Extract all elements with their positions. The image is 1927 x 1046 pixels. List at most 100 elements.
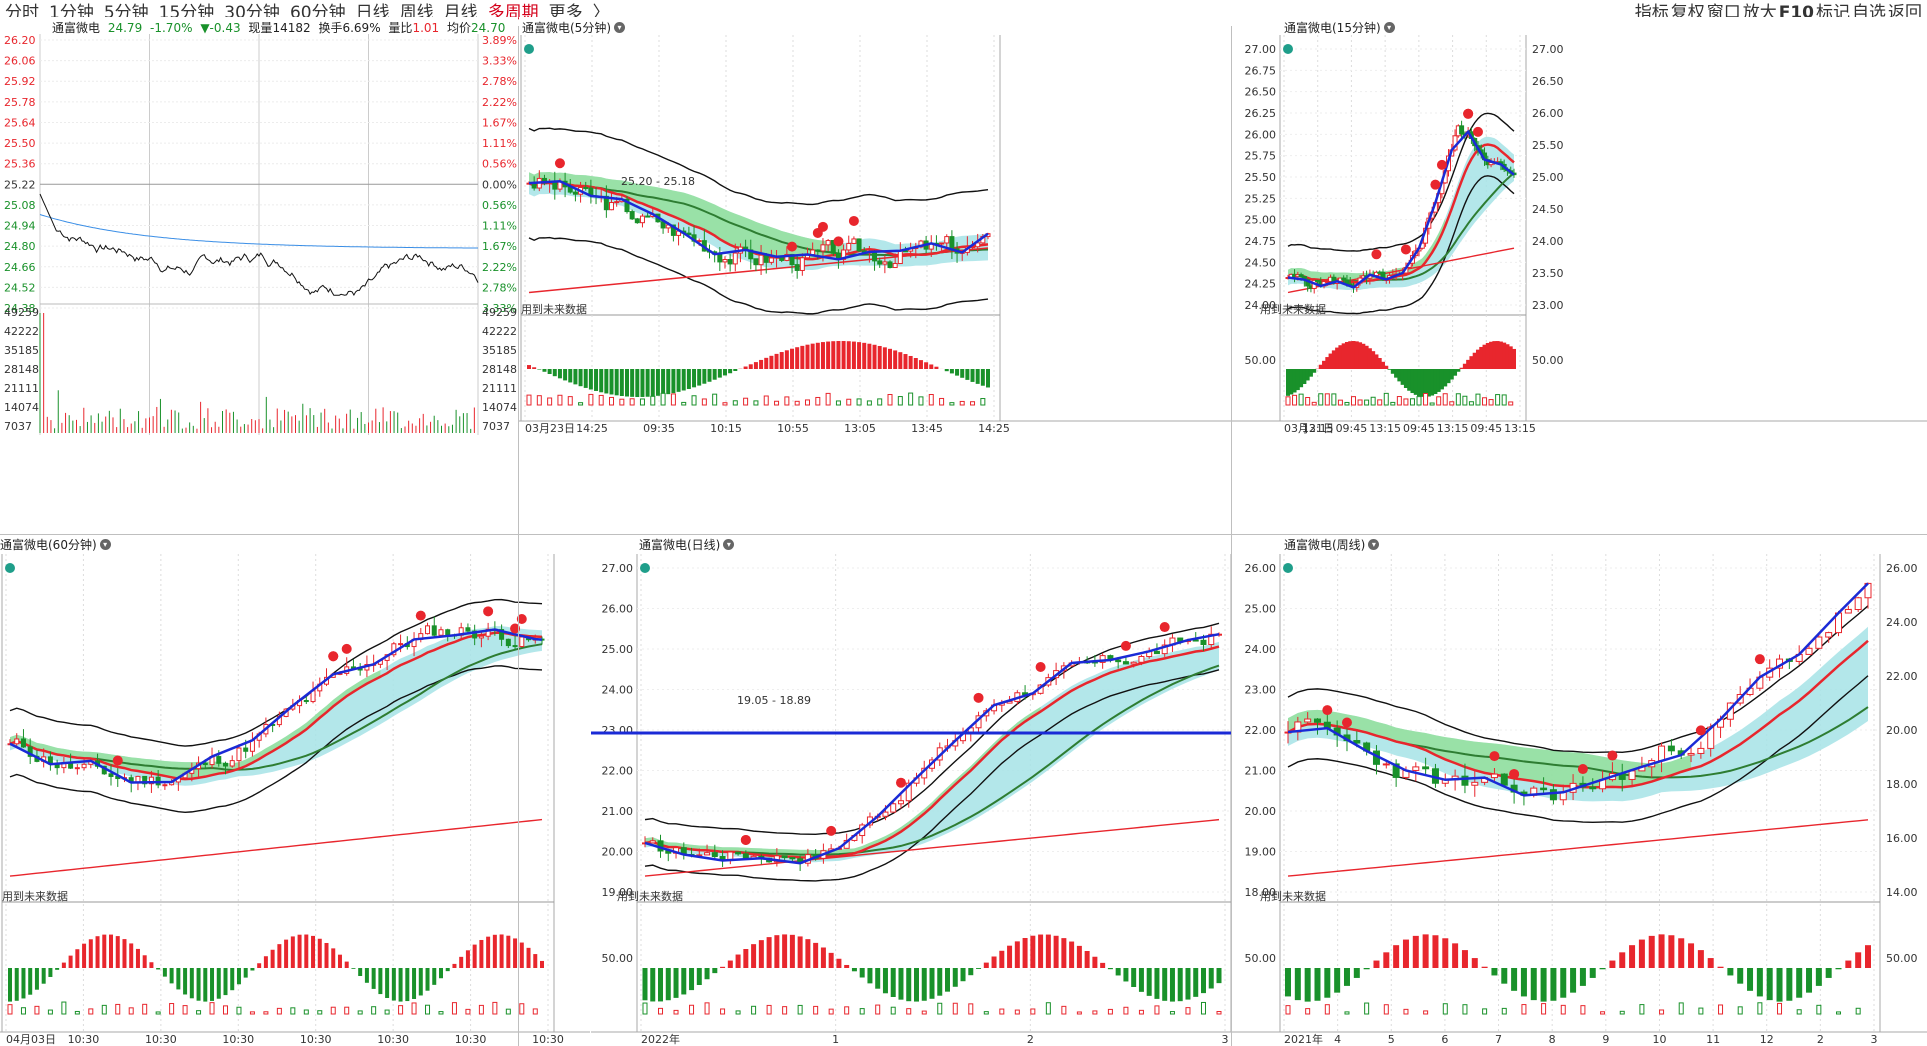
signal-marker-icon (1120, 640, 1131, 651)
panel-15min[interactable]: 03月21日 13:15 09:45 13:15 09:45 13:15 09:45 13:1… (1232, 17, 1927, 435)
x-tick: 4 (1334, 1033, 1341, 1046)
candle (512, 645, 518, 648)
mini-volume-bar (673, 1009, 679, 1015)
mini-volume-bar (1200, 1001, 1206, 1015)
x-tick: 10:30 (68, 1033, 100, 1046)
signal-marker-icon (554, 158, 565, 169)
candle (1138, 655, 1145, 663)
mini-volume-bar (983, 1011, 989, 1015)
candle (815, 249, 821, 252)
bollinger-lower (1287, 675, 1869, 824)
mini-volume-bar (619, 398, 625, 406)
signal-marker-icon (341, 643, 352, 654)
candle (1628, 770, 1636, 780)
avg-label: 均价 (446, 21, 471, 35)
candle (609, 202, 615, 211)
settings-icon[interactable]: ▾ (614, 22, 625, 33)
ma-red (528, 181, 989, 261)
mini-volume-bar (1138, 1009, 1144, 1015)
mini-volume-bar (939, 397, 945, 406)
signal-marker-icon (895, 777, 906, 788)
candle (799, 257, 805, 271)
candle (572, 191, 578, 195)
panel-60min[interactable]: 04月03日 10:30 10:30 10:30 10:30 10:30 10:30 10:3… (0, 536, 590, 1046)
mini-volume-bar (928, 394, 934, 406)
range-label: 19.05 - 18.89 (737, 694, 811, 707)
mini-volume-bar (1429, 402, 1435, 406)
vol-tick-right: 42222 (482, 325, 517, 338)
panel-daily[interactable]: 2022年 1 2 3 27.00 26.00 25.00 24.00 23.00 22.00 21… (591, 536, 1231, 1046)
mini-volume-bar (1423, 1010, 1429, 1015)
cloud-band-green (529, 171, 844, 260)
signal-marker-icon (1035, 662, 1046, 673)
mini-volume-bar (1718, 1004, 1724, 1015)
candle (1687, 752, 1695, 756)
mini-volume-bar (970, 401, 976, 406)
x-tick: 10:30 (377, 1033, 409, 1046)
signal-marker-icon (973, 692, 984, 703)
price-line (39, 193, 479, 297)
settings-icon[interactable]: ▾ (99, 539, 111, 550)
v-divider-2 (1231, 26, 1232, 1046)
x-tick: 09:35 (643, 422, 675, 435)
mini-volume-bar (999, 1008, 1005, 1015)
intraday-panel[interactable]: 通富微电 24.79 -1.70% ▼-0.43 现量14182 换手6.69%… (0, 17, 518, 435)
candle (1153, 650, 1160, 655)
panel-5min[interactable]: 03月23日 14:25 09:35 10:15 10:55 13:05 13:45 14:2… (519, 17, 1231, 435)
mini-volume-bar (774, 400, 780, 406)
y-tick: 26.75 (1245, 64, 1277, 77)
settings-icon[interactable]: ▾ (1368, 539, 1380, 550)
signal-marker-icon (1430, 179, 1441, 190)
y-tick: 26.00 (1245, 562, 1277, 575)
candle (794, 264, 800, 271)
signal-marker-icon (826, 825, 837, 836)
mini-volume-bar (1580, 1005, 1586, 1015)
x-tick: 6 (1441, 1033, 1448, 1046)
settings-icon[interactable]: ▾ (1383, 22, 1395, 33)
candle (649, 840, 656, 844)
candle (624, 198, 630, 213)
mini-volume-bar (1324, 1004, 1330, 1015)
vol-tick-right: 14074 (482, 401, 517, 414)
candle (431, 625, 437, 636)
signal-marker-icon (1695, 725, 1706, 736)
x-tick: 10:30 (532, 1033, 564, 1046)
candle (445, 629, 451, 636)
mini-volume-bar (937, 1002, 943, 1015)
mini-volume-bar (968, 1003, 974, 1015)
candle (1461, 775, 1469, 786)
mini-volume-bar (196, 1010, 202, 1015)
mini-volume-bar (890, 1006, 896, 1015)
mini-volume-bar (1403, 398, 1409, 406)
candle (1422, 766, 1430, 770)
x-tick: 14:25 (576, 422, 608, 435)
mini-volume-bar (1364, 399, 1370, 406)
x-tick: 09:45 (1336, 422, 1368, 435)
mini-volume-bar (236, 1006, 242, 1015)
candle (398, 643, 404, 646)
y-tick: 27.00 (1245, 43, 1277, 56)
mini-volume-bar (330, 1006, 336, 1015)
pct-tick: 1.11% (482, 220, 517, 233)
x-tick: 3 (1222, 1033, 1229, 1046)
ratio-label: 量比 (388, 21, 413, 35)
candle (1697, 747, 1705, 754)
candle (1815, 636, 1823, 649)
mini-volume-bar (88, 1008, 94, 1015)
x-tick: 14:25 (978, 422, 1010, 435)
candle (1313, 718, 1321, 723)
pct-tick: 0.56% (482, 158, 517, 171)
candle (872, 251, 878, 262)
mini-volume-bar (1351, 396, 1357, 406)
mini-volume-bar (1318, 393, 1324, 406)
mini-volume-bar (689, 1004, 695, 1015)
candle (758, 254, 764, 266)
mini-volume-bar (918, 396, 924, 406)
panel-weekly[interactable]: 2021年 4 5 6 7 8 9 10 11 12 2 3 26.00 25.00 24.00 23.00 2… (1232, 536, 1927, 1046)
candle (890, 803, 897, 813)
y-tick: 26.50 (1245, 86, 1277, 99)
settings-icon[interactable]: ▾ (723, 539, 735, 550)
bollinger-lower (9, 665, 543, 813)
vol-tick-right: 35185 (482, 344, 517, 357)
y-tick-right: 25.50 (1532, 139, 1564, 152)
